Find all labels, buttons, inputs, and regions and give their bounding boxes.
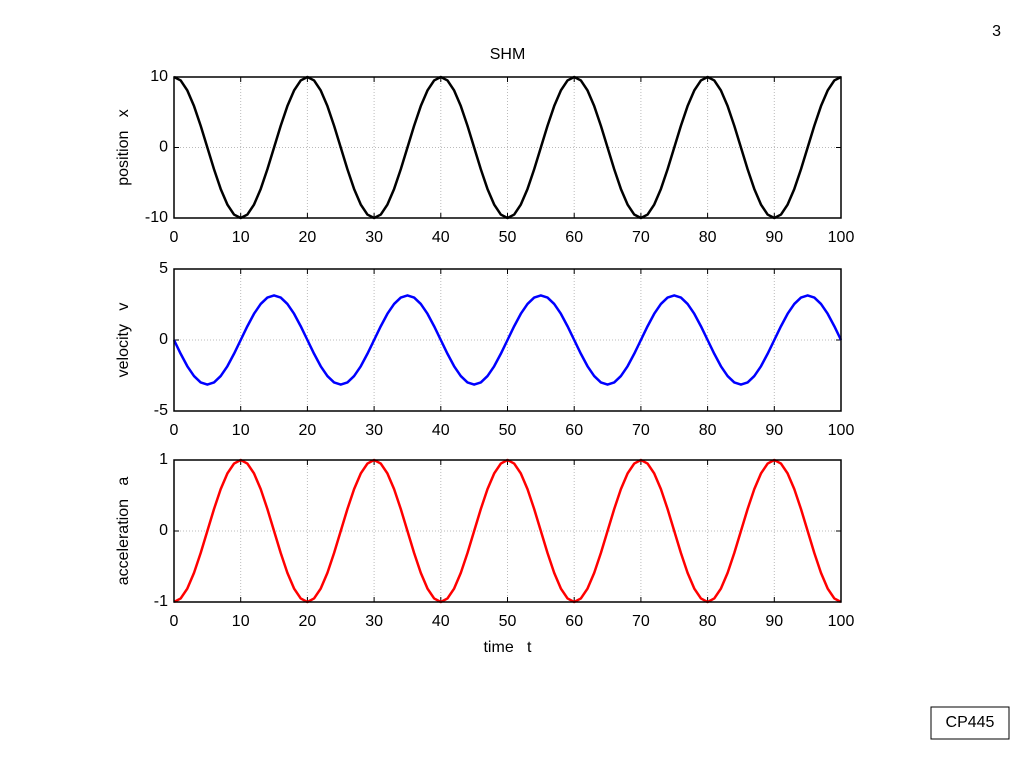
- x-tick-label: 100: [828, 613, 855, 630]
- line-series: [172, 294, 843, 386]
- y-tick-label: 10: [150, 68, 168, 85]
- x-tick-label: 20: [299, 229, 317, 246]
- footer-box: [930, 706, 1010, 740]
- y-tick-label: -10: [145, 209, 168, 226]
- x-tick-label: 10: [232, 229, 250, 246]
- y-tick-label: 5: [159, 260, 168, 277]
- y-tick-label: -1: [154, 593, 168, 610]
- x-axis-label: time t: [483, 639, 532, 656]
- x-tick-label: 0: [170, 422, 179, 439]
- y-axis-label: velocity v: [115, 303, 132, 378]
- x-tick-label: 0: [170, 229, 179, 246]
- x-tick-label: 60: [565, 229, 583, 246]
- x-tick-label: 30: [365, 229, 383, 246]
- x-tick-label: 80: [699, 229, 717, 246]
- x-tick-label: 40: [432, 422, 450, 439]
- x-tick-label: 30: [365, 613, 383, 630]
- x-tick-label: 40: [432, 229, 450, 246]
- x-tick-label: 90: [765, 613, 783, 630]
- x-tick-label: 30: [365, 422, 383, 439]
- x-tick-label: 50: [499, 229, 517, 246]
- x-tick-label: 90: [765, 229, 783, 246]
- x-tick-label: 10: [232, 422, 250, 439]
- x-tick-label: 100: [828, 229, 855, 246]
- chart-title: SHM: [490, 46, 526, 63]
- x-tick-label: 90: [765, 422, 783, 439]
- y-tick-label: 1: [159, 451, 168, 468]
- y-tick-label: 0: [159, 331, 168, 348]
- plot-frame: [173, 459, 842, 603]
- page-number: 3: [992, 23, 1001, 40]
- x-tick-label: 70: [632, 613, 650, 630]
- y-axis-label: acceleration a: [115, 477, 132, 586]
- plot-frame: [173, 268, 842, 412]
- x-tick-label: 60: [565, 422, 583, 439]
- x-tick-label: 50: [499, 422, 517, 439]
- x-tick-label: 80: [699, 613, 717, 630]
- x-tick-label: 0: [170, 613, 179, 630]
- y-tick-label: 0: [159, 139, 168, 156]
- y-tick-label: 0: [159, 522, 168, 539]
- x-tick-label: 40: [432, 613, 450, 630]
- x-tick-label: 70: [632, 422, 650, 439]
- x-tick-label: 10: [232, 613, 250, 630]
- x-tick-label: 20: [299, 613, 317, 630]
- footer-label: CP445: [946, 714, 995, 731]
- x-tick-label: 50: [499, 613, 517, 630]
- x-tick-label: 20: [299, 422, 317, 439]
- x-tick-label: 70: [632, 229, 650, 246]
- y-axis-label: position x: [115, 109, 132, 185]
- x-tick-label: 60: [565, 613, 583, 630]
- y-tick-label: -5: [154, 402, 168, 419]
- x-tick-label: 100: [828, 422, 855, 439]
- plot-frame: [173, 76, 842, 219]
- x-tick-label: 80: [699, 422, 717, 439]
